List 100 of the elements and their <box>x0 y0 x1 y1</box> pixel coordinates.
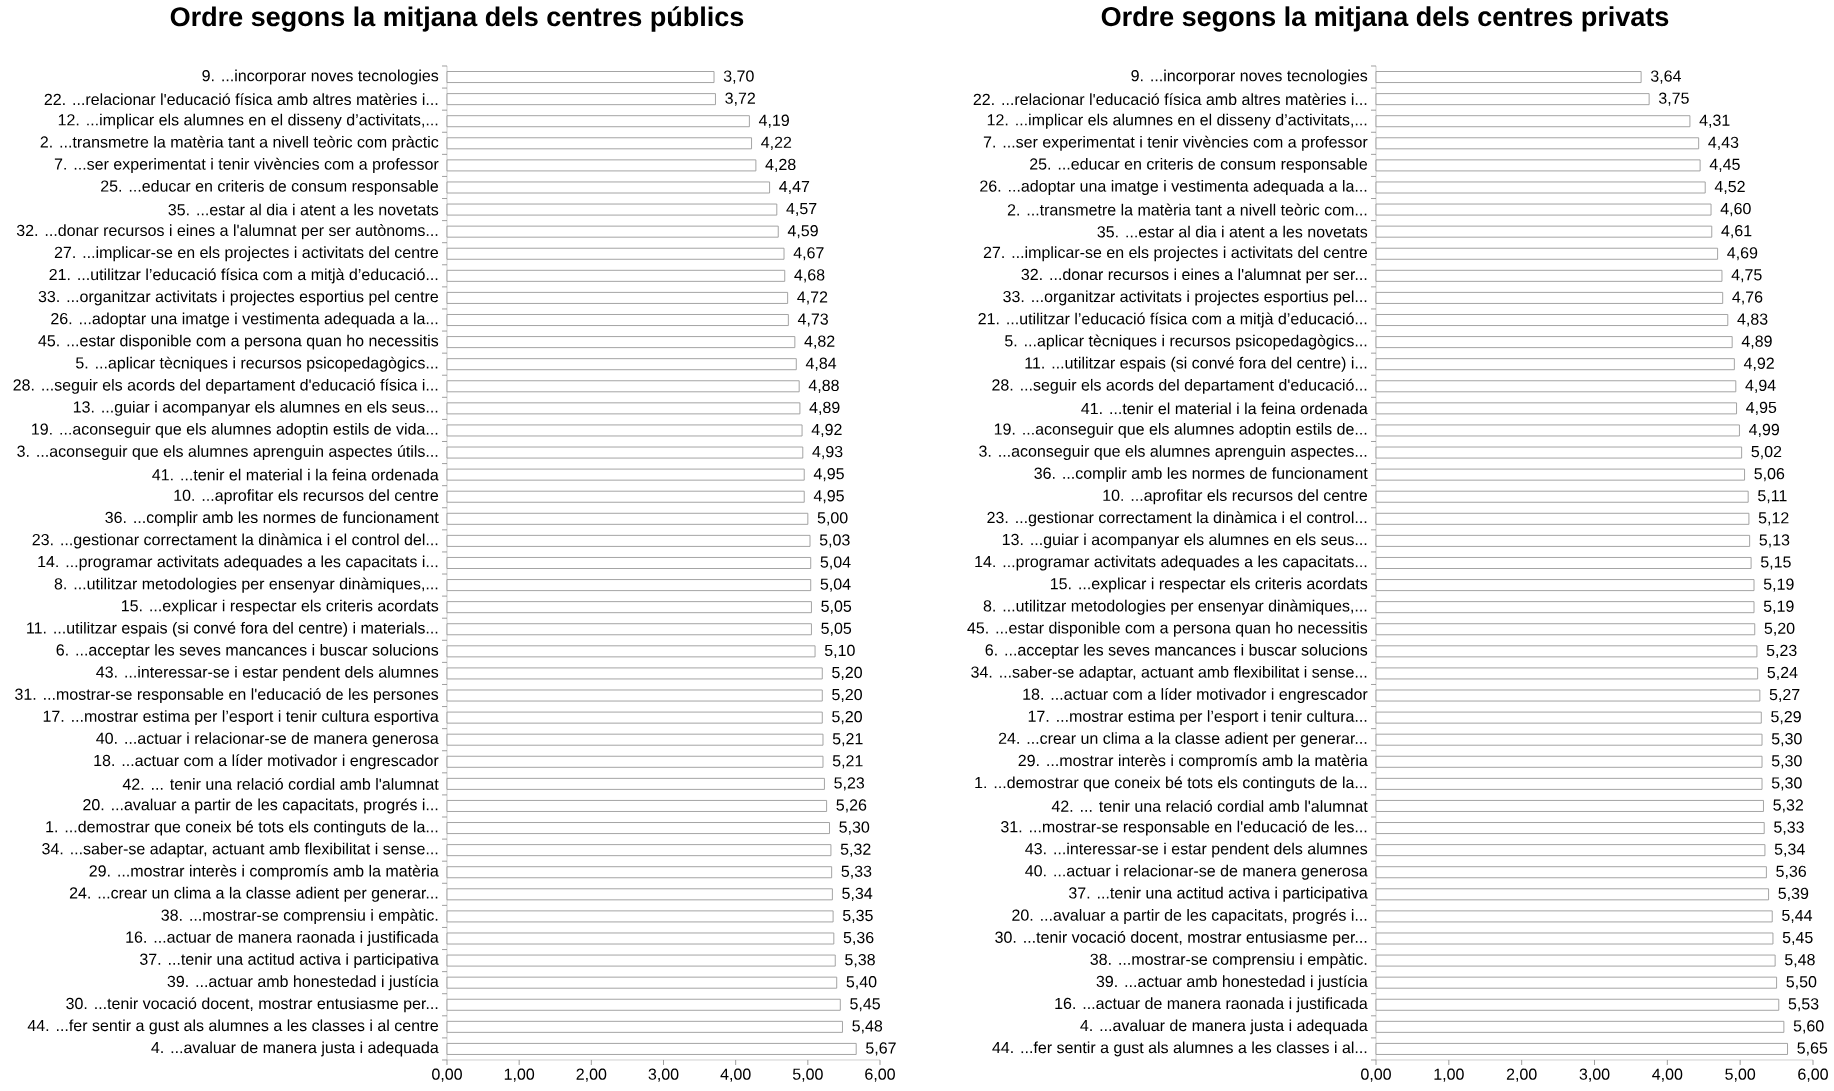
data-label: 5,21 <box>832 755 863 769</box>
data-label: 5,21 <box>832 733 863 747</box>
data-label: 5,27 <box>1769 688 1800 703</box>
y-tick-label: 7. ...ser experimentat i tenir vivències com a professor <box>54 157 439 173</box>
y-tick-label: 33. ...organitzar activitats i projectes esportius pel centre <box>38 290 439 306</box>
data-label: 4,95 <box>1746 401 1777 415</box>
bar <box>1375 888 1770 901</box>
y-tick-label: 27. ...implicar-se en els projectes i activitats del centre <box>983 246 1368 262</box>
bar <box>1375 623 1756 636</box>
bar <box>446 601 812 614</box>
bar <box>1375 225 1713 238</box>
data-label: 5,38 <box>845 953 875 968</box>
y-tick-label: 28. ...seguir els acords del departament d'educació física i... <box>13 378 438 394</box>
bar <box>446 137 752 150</box>
bar <box>1375 689 1761 702</box>
bar <box>1375 115 1691 128</box>
bar <box>446 490 805 503</box>
y-tick-label: 19. ...aconseguir que els alumnes adoptin estils de... <box>994 423 1367 438</box>
data-label: 5,11 <box>1758 490 1787 504</box>
data-label: 5,10 <box>824 644 855 658</box>
bar <box>446 71 715 83</box>
y-tick-label: 27. ...implicar-se en els projectes i activitats del centre <box>54 246 439 262</box>
bar <box>1375 71 1642 83</box>
data-label: 5,26 <box>836 799 867 813</box>
data-label: 5,19 <box>1763 578 1794 592</box>
bar <box>446 314 789 326</box>
data-label: 5,48 <box>852 1020 883 1034</box>
y-tick-label: 32. ...donar recursos i eines a l'alumnat per ser autònoms... <box>16 224 438 240</box>
data-label: 4,82 <box>804 335 835 349</box>
data-label: 5,20 <box>832 688 862 703</box>
y-tick-label: 42. ... tenir una relació cordial amb l'alumnat <box>122 777 439 790</box>
data-label: 5,32 <box>1773 799 1804 813</box>
bar <box>446 534 811 547</box>
data-label: 5,67 <box>866 1042 896 1056</box>
data-label: 5,04 <box>820 578 851 592</box>
bar <box>1375 667 1759 680</box>
bar <box>446 402 801 415</box>
bar <box>446 910 834 923</box>
x-tick-label: 4,00 <box>720 1068 751 1082</box>
data-label: 5,48 <box>1784 953 1815 968</box>
data-label: 4,61 <box>1721 225 1752 239</box>
data-label: 4,57 <box>786 203 817 217</box>
data-label: 5,34 <box>1774 843 1805 857</box>
data-label: 3,64 <box>1650 70 1681 84</box>
y-tick-label: 17. ...mostrar estima per l’esport i tenir cultura esportiva <box>43 710 439 726</box>
data-label: 3,70 <box>723 70 754 84</box>
data-label: 5,30 <box>1771 733 1802 747</box>
data-label: 5,45 <box>1782 931 1813 946</box>
bar <box>446 358 797 371</box>
y-tick-label: 43. ...interessar-se i estar pendent dels alumnes <box>96 665 439 681</box>
x-tick-label: 4,00 <box>1652 1068 1683 1082</box>
bar <box>1375 336 1733 349</box>
y-tick-label: 10. ...aprofitar els recursos del centre <box>174 489 439 505</box>
y-tick-label: 30. ...tenir vocació docent, mostrar entusiasme per... <box>66 997 438 1013</box>
data-label: 4,68 <box>794 269 825 283</box>
x-tick-label: 6,00 <box>865 1068 895 1082</box>
bar <box>1375 711 1762 724</box>
data-label: 4,84 <box>805 357 837 371</box>
x-tick-label: 1,00 <box>1434 1068 1464 1082</box>
data-label: 4,92 <box>811 423 842 438</box>
y-tick-label: 11. ...utilitzar espais (si convé fora del centre) i... <box>1025 356 1367 372</box>
y-tick-label: 34. ...saber-se adaptar, actuant amb flexibilitat i sense... <box>42 842 438 858</box>
x-tick-label: 2,00 <box>576 1068 607 1082</box>
data-label: 4,72 <box>797 291 828 305</box>
y-tick-label: 36. ...complir amb les normes de funcionament <box>105 511 439 527</box>
bar <box>1375 645 1758 658</box>
data-label: 4,47 <box>779 180 810 194</box>
y-tick-label: 24. ...crear un clima a la classe adient per generar... <box>998 732 1367 748</box>
bar <box>1375 490 1749 503</box>
bar <box>1375 822 1765 835</box>
y-tick-label: 5. ...aplicar tècniques i recursos psicopedagògics... <box>1005 334 1367 350</box>
y-tick-label: 40. ...actuar i relacionar-se de manera generosa <box>96 732 439 748</box>
y-tick-label: 16. ...actuar de manera raonada i justificada <box>126 931 439 946</box>
bar <box>446 93 716 106</box>
y-tick-label: 18. ...actuar com a líder motivador i engrescador <box>1023 687 1368 704</box>
bar <box>1375 446 1743 459</box>
y-tick-label: 5. ...aplicar tècniques i recursos psicopedagògics... <box>76 356 438 372</box>
data-label: 5,29 <box>1771 711 1801 725</box>
bar <box>1375 137 1700 150</box>
y-tick-label: 22. ...relacionar l'educació física amb altres matèries i... <box>44 93 438 106</box>
y-tick-label: 14. ...programar activitats adequades a les capacitats... <box>975 555 1367 571</box>
bar <box>1375 512 1750 525</box>
y-tick-label: 41. ...tenir el material i la feina ordenada <box>1081 402 1368 415</box>
bar <box>446 623 812 636</box>
data-label: 5,65 <box>1797 1042 1828 1056</box>
y-tick-label: 1. ...demostrar que coneix bé tots els continguts de la... <box>975 776 1367 792</box>
bar <box>1375 93 1650 106</box>
y-tick-label: 39. ...actuar amb honestedad i justícia <box>1096 975 1368 991</box>
data-label: 4,45 <box>1709 158 1740 172</box>
y-tick-label: 12. ...implicar els alumnes en el disseny d’activitats,... <box>58 113 438 129</box>
bar <box>446 689 823 702</box>
y-tick-label: 20. ...avaluar a partir de les capacitats, progrés i... <box>83 798 438 814</box>
bar <box>446 866 833 879</box>
y-tick-label: 26. ...adoptar una imatge i vestimenta adequada a la... <box>51 312 438 328</box>
bar <box>1375 291 1724 304</box>
y-tick-label: 23. ...gestionar correctament la dinàmica i el control del... <box>32 533 438 549</box>
x-tick-label: 2,00 <box>1506 1068 1537 1082</box>
data-label: 5,00 <box>817 512 848 526</box>
data-label: 5,06 <box>1754 468 1785 482</box>
bar <box>1375 181 1706 194</box>
